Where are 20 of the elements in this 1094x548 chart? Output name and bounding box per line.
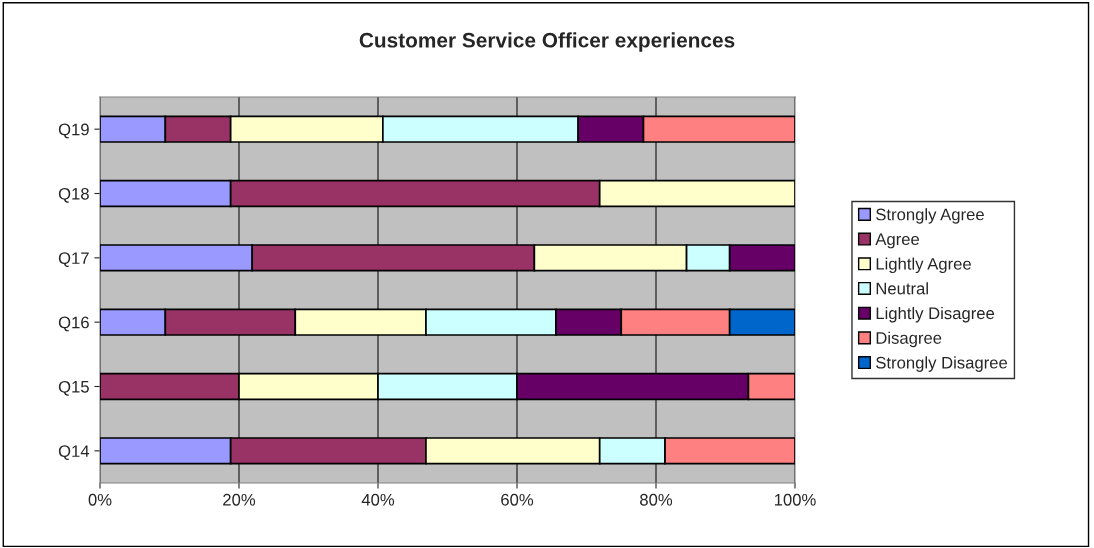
legend-label: Strongly Disagree <box>876 356 1008 372</box>
y-tick-label: Q19 <box>58 123 89 139</box>
x-tick-label: 100% <box>774 493 816 506</box>
x-tick-label: 80% <box>640 493 673 506</box>
y-tick-label: Q14 <box>58 445 90 461</box>
x-tick-label: 40% <box>361 493 395 506</box>
x-tick-label: 0% <box>88 493 112 506</box>
legend-label: Neutral <box>876 282 928 295</box>
legend-label: Agree <box>875 233 920 249</box>
legend-label: Lightly Disagree <box>876 306 995 323</box>
x-tick-label: 60% <box>501 493 534 506</box>
legend-label: Disagree <box>876 331 942 348</box>
chart-title: Customer Service Officer experiences <box>359 32 735 52</box>
y-tick-label: Q17 <box>58 252 89 268</box>
legend-label: Lightly Agree <box>876 257 971 274</box>
x-tick-label: 20% <box>223 493 256 506</box>
y-tick-label: Q18 <box>58 187 89 203</box>
legend-label: Strongly Agree <box>876 208 984 224</box>
y-tick-label: Q16 <box>58 316 89 332</box>
y-tick-label: Q15 <box>58 380 89 396</box>
